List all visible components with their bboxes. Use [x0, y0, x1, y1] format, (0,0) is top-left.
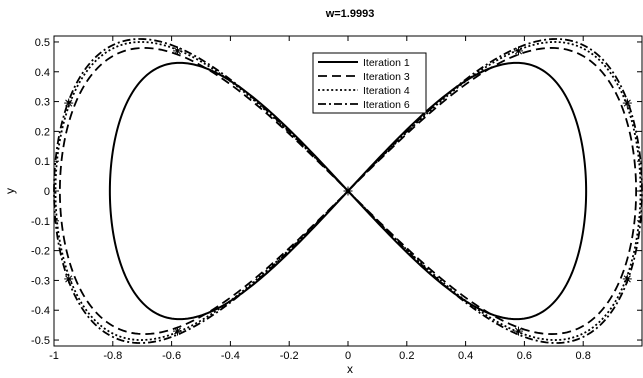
x-tick-label: -0.8 — [103, 350, 122, 362]
x-tick-label: 0.2 — [399, 350, 414, 362]
y-tick-label: -0.4 — [31, 305, 50, 317]
legend-label: Iteration 4 — [363, 85, 410, 97]
x-tick-label: 0 — [345, 350, 351, 362]
data-marker — [514, 326, 524, 336]
data-marker — [172, 46, 182, 56]
y-axis-label: y — [3, 188, 17, 194]
data-marker — [514, 46, 524, 56]
x-tick-label: 0.4 — [458, 350, 473, 362]
x-tick-label: 0.8 — [576, 350, 591, 362]
plot-area — [53, 38, 643, 344]
x-tick-label: -0.6 — [162, 350, 181, 362]
y-tick-label: -0.3 — [31, 275, 50, 287]
data-marker — [64, 274, 74, 284]
x-axis-label: x — [347, 362, 353, 376]
axis-ticks: -1 -0.8 -0.6 -0.4 -0.2 0 0.2 0.4 0.6 0.8 -0.5 -0.4 -… — [31, 36, 642, 362]
x-tick-label: 0.6 — [517, 350, 532, 362]
y-tick-label: 0.2 — [35, 126, 50, 138]
y-tick-label: 0 — [44, 186, 50, 198]
legend: Iteration 1 Iteration 3 Iteration 4 Iterati… — [312, 52, 427, 114]
legend-label: Iteration 6 — [363, 99, 410, 111]
data-marker — [64, 98, 74, 108]
data-marker — [622, 274, 632, 284]
x-tick-label: -0.4 — [221, 350, 240, 362]
data-marker — [343, 186, 353, 196]
x-tick-label: -1 — [49, 350, 59, 362]
y-tick-label: 0.4 — [35, 67, 50, 79]
y-tick-label: -0.2 — [31, 246, 50, 258]
legend-label: Iteration 1 — [363, 57, 410, 69]
y-tick-label: 0.5 — [35, 37, 50, 49]
data-marker — [622, 98, 632, 108]
y-tick-label: -0.5 — [31, 335, 50, 347]
chart-title: w=1.9993 — [325, 8, 375, 20]
y-tick-label: -0.1 — [31, 216, 50, 228]
legend-label: Iteration 3 — [363, 71, 410, 83]
x-tick-label: -0.2 — [280, 350, 299, 362]
data-marker — [172, 326, 182, 336]
y-tick-label: 0.1 — [35, 156, 50, 168]
y-tick-label: 0.3 — [35, 97, 50, 109]
